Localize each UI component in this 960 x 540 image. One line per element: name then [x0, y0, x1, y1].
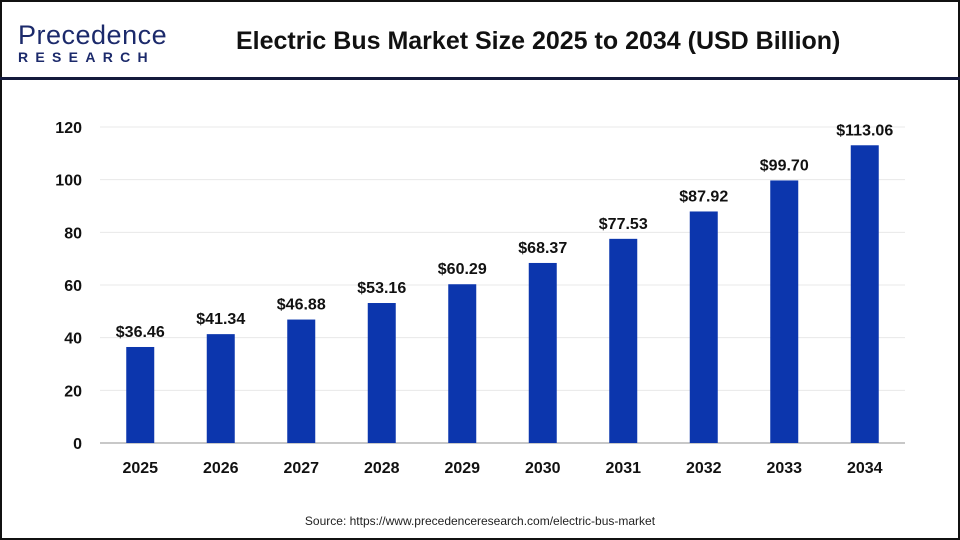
data-label: $41.34	[196, 311, 245, 328]
bar	[850, 145, 879, 443]
bar	[448, 284, 477, 443]
data-label: $60.29	[438, 261, 487, 278]
data-label: $46.88	[277, 297, 326, 314]
x-tick-label: 2031	[605, 460, 641, 477]
data-label: $36.46	[116, 324, 165, 341]
x-tick-label: 2033	[766, 460, 802, 477]
x-tick-label: 2029	[444, 460, 480, 477]
data-label: $87.92	[679, 188, 728, 205]
y-tick-label: 120	[55, 120, 82, 137]
bar	[367, 303, 396, 443]
data-label: $77.53	[599, 216, 648, 233]
data-label: $113.06	[836, 122, 893, 139]
bar	[689, 211, 718, 443]
x-tick-label: 2025	[122, 460, 158, 477]
y-tick-label: 80	[64, 225, 82, 242]
y-tick-label: 20	[64, 383, 82, 400]
bar	[126, 346, 155, 443]
data-label: $99.70	[760, 157, 809, 174]
y-tick-label: 0	[73, 436, 82, 453]
bar	[609, 238, 638, 443]
bar	[770, 180, 799, 443]
logo-line1: Precedence	[18, 20, 168, 50]
x-tick-label: 2027	[283, 460, 319, 477]
chart-title: Electric Bus Market Size 2025 to 2034 (U…	[236, 27, 841, 55]
x-tick-label: 2032	[686, 460, 722, 477]
bar	[528, 262, 557, 443]
header: Precedence RESEARCH Electric Bus Market …	[0, 0, 960, 80]
y-tick-label: 60	[64, 278, 82, 295]
logo-line2: RESEARCH	[18, 49, 155, 65]
x-tick-label: 2034	[847, 460, 883, 477]
y-tick-label: 100	[55, 173, 82, 190]
y-tick-label: 40	[64, 331, 82, 348]
data-label: $68.37	[518, 240, 567, 257]
x-tick-label: 2030	[525, 460, 561, 477]
bar	[206, 334, 235, 443]
x-tick-label: 2026	[203, 460, 239, 477]
data-label: $53.16	[357, 280, 406, 297]
source-note: Source: https://www.precedenceresearch.c…	[304, 514, 656, 528]
precedence-research-logo: Precedence RESEARCH	[18, 20, 168, 65]
x-tick-label: 2028	[364, 460, 400, 477]
bar	[287, 319, 316, 443]
